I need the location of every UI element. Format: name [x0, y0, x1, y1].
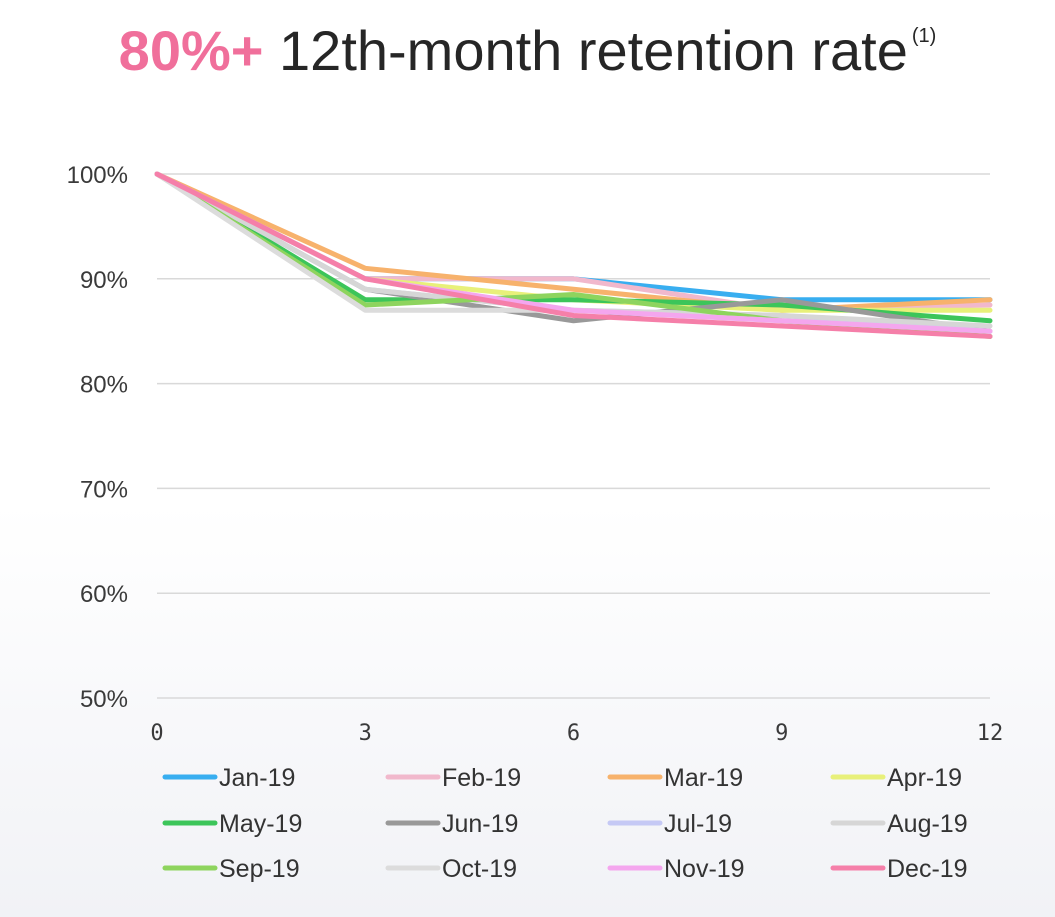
x-tick-label: 9: [775, 721, 788, 746]
legend-item: Jun-19: [385, 810, 518, 838]
legend-item: Dec-19: [830, 855, 968, 883]
y-tick-label: 50%: [80, 686, 128, 713]
legend-label: Aug-19: [887, 810, 968, 838]
chart-title: 80%+ 12th-month retention rate (1): [0, 18, 1055, 83]
legend-label: Feb-19: [442, 764, 521, 792]
legend-item: Aug-19: [830, 810, 968, 838]
x-tick-label: 12: [977, 721, 1004, 746]
title-accent: 80%+: [118, 19, 264, 82]
x-tick-label: 3: [359, 721, 372, 746]
legend-item: Mar-19: [607, 764, 743, 792]
title-main: 12th-month retention rate: [279, 19, 908, 82]
legend: Jan-19 Feb-19 Mar-19 Apr-19 May-19 Jun-19 Jul-…: [162, 764, 968, 883]
series-line-mar-19: [154, 171, 993, 313]
legend-label: Jan-19: [219, 764, 295, 792]
title-footnote: (1): [911, 25, 937, 47]
legend-item: Sep-19: [162, 855, 300, 883]
legend-label: Nov-19: [664, 855, 745, 883]
grid-lines: [157, 173, 990, 699]
legend-label: Sep-19: [219, 855, 300, 883]
series-line-dec-19: [154, 171, 993, 339]
legend-label: Oct-19: [442, 855, 517, 883]
x-tick-label: 0: [150, 721, 163, 746]
legend-label: Jun-19: [442, 810, 518, 838]
legend-label: Jul-19: [664, 810, 732, 838]
legend-item: Jan-19: [162, 764, 295, 792]
legend-label: Dec-19: [887, 855, 968, 883]
legend-label: May-19: [219, 810, 302, 838]
y-tick-label: 60%: [80, 581, 128, 608]
legend-item: May-19: [162, 810, 302, 838]
legend-item: Feb-19: [385, 764, 521, 792]
y-tick-label: 100%: [67, 162, 128, 189]
legend-item: Nov-19: [607, 855, 745, 883]
legend-item: Apr-19: [830, 764, 962, 792]
legend-label: Apr-19: [887, 764, 962, 792]
y-tick-label: 70%: [80, 476, 128, 503]
y-tick-label: 80%: [80, 372, 128, 399]
y-axis-ticks: 100% 90% 80% 70% 60% 50%: [67, 162, 128, 713]
series-lines: [154, 171, 993, 339]
legend-item: Jul-19: [607, 810, 732, 838]
x-tick-label: 6: [567, 721, 580, 746]
legend-label: Mar-19: [664, 764, 743, 792]
x-axis-ticks: 0 3 6 9 12: [150, 721, 1003, 746]
legend-item: Oct-19: [385, 855, 517, 883]
y-tick-label: 90%: [80, 267, 128, 294]
